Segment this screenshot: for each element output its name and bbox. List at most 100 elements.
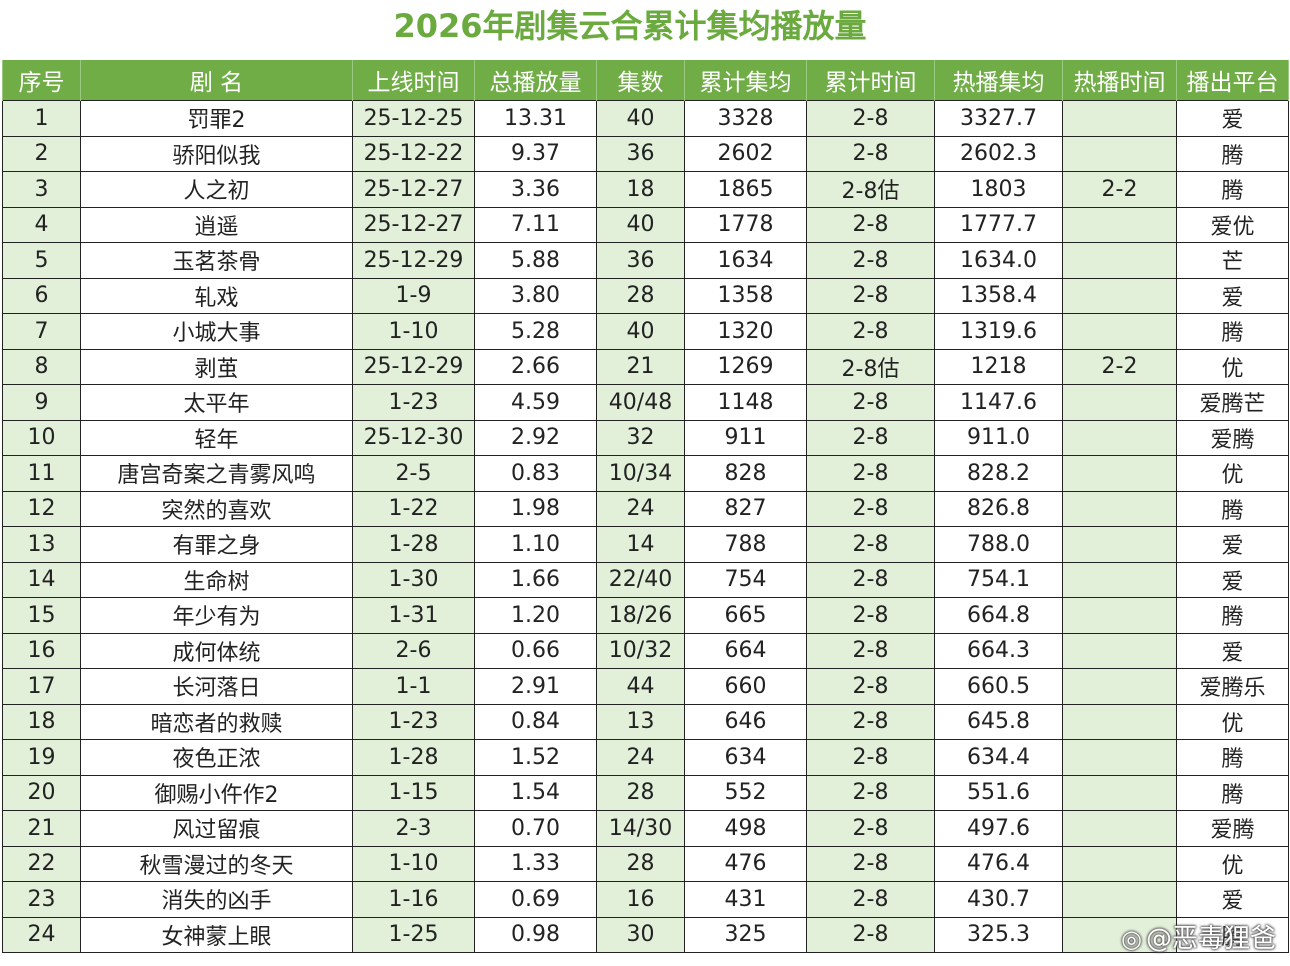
table-cell: 轻年 <box>80 419 353 456</box>
table-cell: 4 <box>2 206 81 243</box>
table-cell: 2-8估 <box>806 171 935 208</box>
table-cell: 827 <box>684 490 807 527</box>
table-cell: 3.36 <box>474 171 597 208</box>
table-cell: 25-12-22 <box>352 135 475 172</box>
table-cell: 爱 <box>1176 561 1289 598</box>
table-cell: 玉茗茶骨 <box>80 242 353 279</box>
table-cell: 645.8 <box>934 703 1063 740</box>
table-cell: 660.5 <box>934 668 1063 705</box>
table-cell: 2-8 <box>806 242 935 279</box>
table-cell: 唐宫奇案之青雾风鸣 <box>80 455 353 492</box>
table-row: 5 玉茗茶骨 25-12-29 5.88 36 1634 2-8 1634.0 芒 <box>2 242 1289 279</box>
table-cell: 骄阳似我 <box>80 135 353 172</box>
table-row: 21 风过留痕 2-3 0.70 14/30 498 2-8 497.6 爱腾 <box>2 810 1289 847</box>
table-cell: 年少有为 <box>80 597 353 634</box>
table-cell <box>1062 135 1177 172</box>
table-cell: 2.91 <box>474 668 597 705</box>
table-cell: 1.20 <box>474 597 597 634</box>
table-cell: 2-8 <box>806 277 935 314</box>
table-cell: 人之初 <box>80 171 353 208</box>
table-cell <box>1062 668 1177 705</box>
table-cell <box>1062 100 1177 137</box>
table-cell: 1269 <box>684 348 807 385</box>
table-cell: 40 <box>596 313 685 350</box>
table-cell: 2-8 <box>806 597 935 634</box>
page-title: 2026年剧集云合累计集均播放量 <box>393 7 867 45</box>
table-cell: 498 <box>684 810 807 847</box>
table-cell: 2.92 <box>474 419 597 456</box>
table-cell: 1-25 <box>352 916 475 953</box>
table-cell: 430.7 <box>934 881 1063 918</box>
table-cell: 14/30 <box>596 810 685 847</box>
table-row: 22 秋雪漫过的冬天 1-10 1.33 28 476 2-8 476.4 优 <box>2 845 1289 882</box>
table-cell: 22/40 <box>596 561 685 598</box>
table-cell: 10/34 <box>596 455 685 492</box>
table-cell: 2-8 <box>806 632 935 669</box>
table-cell: 1-28 <box>352 739 475 776</box>
table-row: 17 长河落日 1-1 2.91 44 660 2-8 660.5 爱腾乐 <box>2 668 1289 705</box>
table-cell: 2-3 <box>352 810 475 847</box>
table-cell: 爱腾 <box>1176 810 1289 847</box>
table-cell: 7 <box>2 313 81 350</box>
table-cell: 成何体统 <box>80 632 353 669</box>
table-cell: 5.28 <box>474 313 597 350</box>
table-cell: 2-8估 <box>806 348 935 385</box>
table-cell: 32 <box>596 419 685 456</box>
table-cell: 8 <box>2 348 81 385</box>
table-cell: 10/32 <box>596 632 685 669</box>
table-cell: 1778 <box>684 206 807 243</box>
table-cell: 小城大事 <box>80 313 353 350</box>
table-cell: 2.66 <box>474 348 597 385</box>
table-cell: 2-8 <box>806 774 935 811</box>
table-cell: 1358 <box>684 277 807 314</box>
table-row: 24 女神蒙上眼 1-25 0.98 30 325 2-8 325.3 腾 <box>2 916 1289 953</box>
table-cell: 30 <box>596 916 685 953</box>
table-cell: 剥茧 <box>80 348 353 385</box>
table-cell: 2-8 <box>806 490 935 527</box>
table-cell: 14 <box>596 526 685 563</box>
header-cell: 累计时间 <box>806 60 935 101</box>
table-cell: 36 <box>596 242 685 279</box>
table-cell <box>1062 313 1177 350</box>
table-cell: 826.8 <box>934 490 1063 527</box>
table-cell <box>1062 384 1177 421</box>
table-cell: 21 <box>2 810 81 847</box>
table-cell: 优 <box>1176 348 1289 385</box>
table-row: 7 小城大事 1-10 5.28 40 1320 2-8 1319.6 腾 <box>2 313 1289 350</box>
table-cell: 13 <box>2 526 81 563</box>
table-cell: 0.84 <box>474 703 597 740</box>
table-row: 23 消失的凶手 1-16 0.69 16 431 2-8 430.7 爱 <box>2 881 1289 918</box>
table-cell: 3 <box>2 171 81 208</box>
table-cell: 消失的凶手 <box>80 881 353 918</box>
table-cell: 664.3 <box>934 632 1063 669</box>
header-cell: 序号 <box>2 60 81 101</box>
table-cell: 660 <box>684 668 807 705</box>
table-cell: 25-12-29 <box>352 348 475 385</box>
table-row: 4 逍遥 25-12-27 7.11 40 1778 2-8 1777.7 爱优 <box>2 206 1289 243</box>
table-cell: 634.4 <box>934 739 1063 776</box>
table-cell: 爱 <box>1176 277 1289 314</box>
table-cell: 19 <box>2 739 81 776</box>
table-cell: 21 <box>596 348 685 385</box>
table-cell: 665 <box>684 597 807 634</box>
header-cell: 热播时间 <box>1062 60 1177 101</box>
table-cell: 腾 <box>1176 774 1289 811</box>
table-cell: 秋雪漫过的冬天 <box>80 845 353 882</box>
table-cell: 1-1 <box>352 668 475 705</box>
table-cell: 3.80 <box>474 277 597 314</box>
table-cell: 腾 <box>1176 490 1289 527</box>
table-cell: 夜色正浓 <box>80 739 353 776</box>
table-cell: 3327.7 <box>934 100 1063 137</box>
table-cell: 1-10 <box>352 313 475 350</box>
table-cell: 24 <box>2 916 81 953</box>
table-cell: 2-6 <box>352 632 475 669</box>
table-cell: 788 <box>684 526 807 563</box>
table-cell: 2-8 <box>806 845 935 882</box>
table-row: 1 罚罪2 25-12-25 13.31 40 3328 2-8 3327.7 爱 <box>2 100 1289 137</box>
table-cell <box>1062 739 1177 776</box>
table-cell: 2-8 <box>806 916 935 953</box>
table-cell: 1634.0 <box>934 242 1063 279</box>
table-cell: 476.4 <box>934 845 1063 882</box>
table-cell <box>1062 703 1177 740</box>
weibo-icon: ◎ <box>1121 925 1142 953</box>
